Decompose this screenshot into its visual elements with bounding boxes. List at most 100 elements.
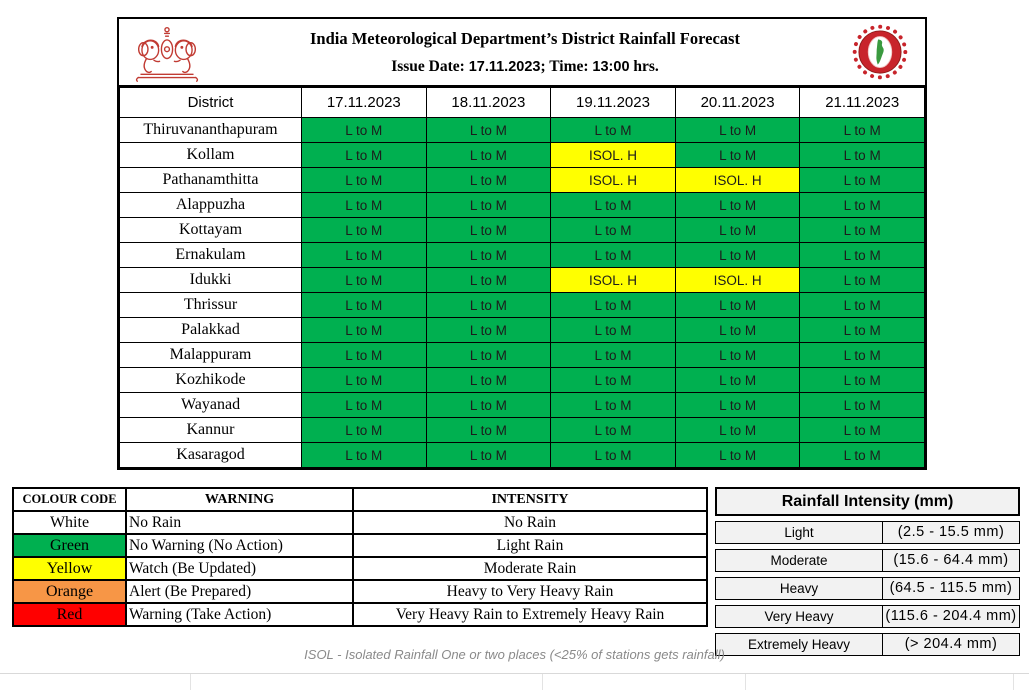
forecast-cell: L to M [301, 267, 427, 293]
forecast-cell: L to M [674, 317, 801, 343]
column-header: 19.11.2023 [550, 87, 676, 118]
warning-cell: No Warning (No Action) [125, 533, 354, 558]
colour-swatch-cell: Orange [12, 579, 127, 604]
forecast-cell: L to M [301, 167, 427, 193]
kerala-government-emblem-logo [119, 21, 215, 83]
forecast-cell: L to M [425, 367, 552, 393]
forecast-cell: L to M [799, 117, 925, 143]
district-name-cell: Kollam [119, 142, 302, 168]
district-name-cell: Wayanad [119, 392, 302, 418]
table-row: Green No Warning (No Action) Light Rain [12, 533, 708, 558]
warning-cell: Warning (Take Action) [125, 602, 354, 627]
forecast-cell: L to M [799, 217, 925, 243]
forecast-cell: L to M [425, 342, 552, 368]
intensity-cell: Heavy to Very Heavy Rain [352, 579, 708, 604]
district-name-cell: Thiruvananthapuram [119, 117, 302, 143]
forecast-cell: L to M [425, 117, 552, 143]
warning-cell: Alert (Be Prepared) [125, 579, 354, 604]
column-header: 20.11.2023 [674, 87, 801, 118]
column-header: INTENSITY [352, 487, 708, 512]
forecast-cell: L to M [301, 217, 427, 243]
forecast-cell: L to M [301, 242, 427, 268]
forecast-cell: L to M [425, 267, 552, 293]
forecast-cell: L to M [674, 392, 801, 418]
column-header: 17.11.2023 [301, 87, 427, 118]
forecast-cell: L to M [425, 417, 552, 443]
forecast-cell: L to M [674, 242, 801, 268]
imd-logo [835, 22, 925, 82]
column-header: COLOUR CODE [12, 487, 127, 512]
table-row: Red Warning (Take Action) Very Heavy Rain … [12, 602, 708, 627]
forecast-cell: L to M [301, 417, 427, 443]
forecast-cell: L to M [799, 292, 925, 318]
forecast-cell: ISOL. H [550, 267, 676, 293]
forecast-cell: L to M [301, 317, 427, 343]
intensity-cell: Very Heavy Rain to Extremely Heavy Rain [352, 602, 708, 627]
forecast-cell: L to M [425, 317, 552, 343]
intensity-cell: No Rain [352, 510, 708, 535]
forecast-cell: L to M [799, 167, 925, 193]
forecast-cell: L to M [425, 167, 552, 193]
forecast-cell: L to M [799, 442, 925, 468]
forecast-cell: ISOL. H [674, 267, 801, 293]
intensity-label: Moderate [716, 550, 883, 571]
column-header: District [119, 87, 302, 118]
colour-swatch-cell: Yellow [12, 556, 127, 581]
forecast-cell: L to M [301, 442, 427, 468]
forecast-cell: L to M [301, 117, 427, 143]
forecast-cell: L to M [799, 417, 925, 443]
intensity-cell: Light Rain [352, 533, 708, 558]
forecast-cell: L to M [674, 117, 801, 143]
intensity-label: Extremely Heavy [716, 634, 883, 655]
forecast-cell: L to M [301, 192, 427, 218]
column-header: 21.11.2023 [799, 87, 925, 118]
list-item: Light (2.5 - 15.5 mm) [715, 521, 1020, 544]
forecast-bulletin: India Meteorological Department’s Distri… [117, 17, 927, 470]
list-item: Very Heavy (115.6 - 204.4 mm) [715, 605, 1020, 628]
forecast-cell: L to M [674, 292, 801, 318]
column-header: WARNING [125, 487, 354, 512]
list-item: Moderate (15.6 - 64.4 mm) [715, 549, 1020, 572]
warning-cell: No Rain [125, 510, 354, 535]
forecast-cell: L to M [674, 417, 801, 443]
forecast-table: District 17.11.2023 18.11.2023 19.11.2023 20… [119, 87, 925, 468]
district-name-cell: Idukki [119, 267, 302, 293]
intensity-range: (2.5 - 15.5 mm) [897, 524, 1005, 540]
spreadsheet-gridline [0, 673, 1029, 674]
forecast-cell: L to M [425, 242, 552, 268]
issue-prefix: Issue Date: [391, 57, 469, 75]
forecast-cell: L to M [674, 192, 801, 218]
forecast-cell: L to M [425, 192, 552, 218]
forecast-cell: L to M [799, 192, 925, 218]
isol-note: ISOL - Isolated Rainfall One or two plac… [304, 647, 725, 662]
forecast-cell: L to M [799, 342, 925, 368]
forecast-cell: ISOL. H [674, 167, 801, 193]
forecast-cell: L to M [550, 317, 676, 343]
forecast-cell: ISOL. H [550, 142, 676, 168]
rainfall-intensity-table: Rainfall Intensity (mm) Light (2.5 - 15.5… [715, 487, 1020, 656]
forecast-cell: L to M [674, 342, 801, 368]
bulletin-title: India Meteorological Department’s Distri… [310, 28, 740, 48]
colour-code-header-row: COLOUR CODE WARNING INTENSITY [12, 487, 708, 512]
forecast-cell: L to M [550, 292, 676, 318]
forecast-cell: L to M [550, 217, 676, 243]
forecast-cell: L to M [550, 242, 676, 268]
warning-cell: Watch (Be Updated) [125, 556, 354, 581]
forecast-cell: L to M [425, 392, 552, 418]
list-item: Heavy (64.5 - 115.5 mm) [715, 577, 1020, 600]
spreadsheet-grid-tick [190, 674, 191, 690]
forecast-header-row: District 17.11.2023 18.11.2023 19.11.2023 20… [119, 87, 925, 118]
forecast-cell: L to M [674, 367, 801, 393]
forecast-cell: L to M [799, 367, 925, 393]
